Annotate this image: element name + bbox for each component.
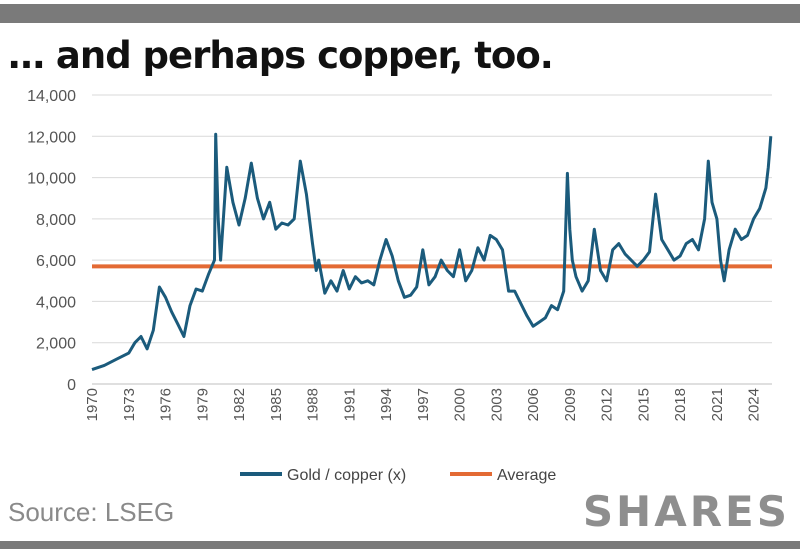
y-tick-label: 10,000 (27, 171, 76, 188)
x-tick-label: 2003 (488, 388, 505, 421)
series-line-gold-copper (91, 132, 773, 372)
x-tick-label: 1976 (158, 388, 175, 421)
x-tick-label: 2012 (599, 388, 616, 421)
y-tick-label: 8,000 (36, 212, 76, 229)
x-tick-label: 1997 (415, 388, 432, 421)
x-tick-label: 2024 (746, 388, 763, 421)
x-tick-label: 1979 (194, 388, 211, 421)
x-tick-label: 2000 (452, 388, 469, 421)
x-tick-label: 2006 (525, 388, 542, 421)
x-tick-label: 1973 (121, 388, 138, 421)
brand-logo: SHARES (582, 487, 790, 536)
y-tick-label: 0 (67, 377, 76, 394)
y-tick-label: 14,000 (27, 88, 76, 105)
y-tick-label: 6,000 (36, 253, 76, 270)
y-tick-label: 12,000 (27, 129, 76, 146)
x-tick-label: 1982 (231, 388, 248, 421)
x-tick-label: 2018 (672, 388, 689, 421)
x-tick-label: 1985 (268, 388, 285, 421)
y-tick-label: 4,000 (36, 294, 76, 311)
x-tick-label: 1988 (305, 388, 322, 421)
bottom-bar (0, 541, 800, 549)
x-tick-label: 2015 (635, 388, 652, 421)
chart: 0 2,000 4,000 6,000 8,000 10,000 12,000 14,000 1… (27, 88, 773, 484)
source-note: Source: LSEG (8, 497, 175, 527)
x-tick-label: 2009 (562, 388, 579, 421)
y-tick-label: 2,000 (36, 336, 76, 353)
legend-label-average: Average (497, 467, 556, 484)
page-title: … and perhaps copper, too. (8, 34, 554, 77)
x-tick-label: 1991 (341, 388, 358, 421)
legend-label-gold-copper: Gold / copper (x) (287, 467, 406, 484)
x-tick-label: 1970 (84, 388, 101, 421)
top-bar (0, 4, 800, 23)
x-tick-label: 1994 (378, 388, 395, 421)
x-tick-label: 2021 (709, 388, 726, 421)
